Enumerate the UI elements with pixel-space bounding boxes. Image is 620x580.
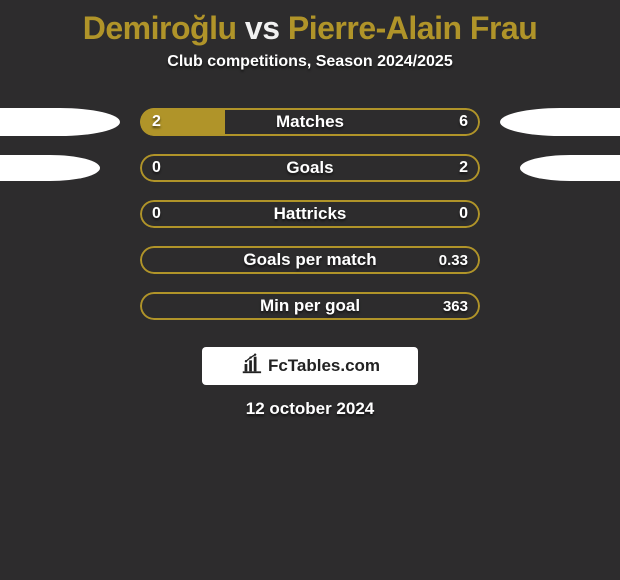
player-left-avatar (0, 155, 100, 181)
subtitle: Club competitions, Season 2024/2025 (0, 53, 620, 71)
snapshot-date: 12 october 2024 (0, 399, 620, 419)
title-left: Demiroğlu (83, 10, 237, 46)
player-right-avatar (520, 155, 620, 181)
stat-label: Min per goal (140, 292, 480, 320)
player-right-avatar (500, 108, 620, 136)
player-left-avatar (0, 108, 120, 136)
stat-bar: 0 Goals 2 (140, 154, 480, 182)
stat-label: Hattricks (140, 200, 480, 228)
stat-bar: 0 Hattricks 0 (140, 200, 480, 228)
stat-row-mpg: Min per goal 363 (0, 283, 620, 329)
source-badge: FcTables.com (202, 347, 418, 385)
source-badge-text: FcTables.com (268, 356, 380, 376)
stat-bar: Goals per match 0.33 (140, 246, 480, 274)
stat-row-goals: 0 Goals 2 (0, 145, 620, 191)
bar-chart-icon (240, 353, 262, 380)
title-right: Pierre-Alain Frau (288, 10, 537, 46)
stat-bar: Min per goal 363 (140, 292, 480, 320)
stat-label: Matches (140, 108, 480, 136)
stat-value-right: 0 (447, 200, 480, 228)
stat-value-right: 2 (447, 154, 480, 182)
stat-row-matches: 2 Matches 6 (0, 99, 620, 145)
stats-block: 2 Matches 6 0 Goals 2 0 Hattricks 0 (0, 99, 620, 329)
title-vs: vs (237, 10, 288, 46)
stat-value-right: 363 (431, 292, 480, 320)
stat-value-right: 6 (447, 108, 480, 136)
stat-value-right: 0.33 (427, 246, 480, 274)
stat-row-hattricks: 0 Hattricks 0 (0, 191, 620, 237)
page-title: Demiroğlu vs Pierre-Alain Frau (0, 0, 620, 47)
stat-label: Goals (140, 154, 480, 182)
stat-row-gpm: Goals per match 0.33 (0, 237, 620, 283)
stat-bar: 2 Matches 6 (140, 108, 480, 136)
